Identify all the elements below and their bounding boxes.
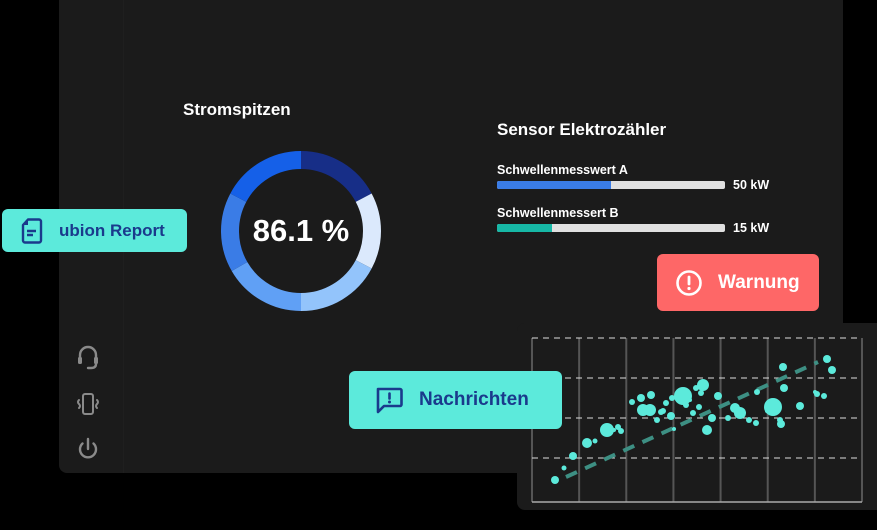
messages-button[interactable]: Nachrichten [349, 371, 562, 429]
vibrate-phone-icon[interactable] [74, 390, 102, 418]
donut-ring [221, 151, 381, 311]
scatter-chart-panel [517, 323, 877, 510]
bar-b-label: Schwellenmessert B [497, 206, 619, 220]
warning-button[interactable]: Warnung [657, 254, 819, 311]
alert-circle-icon [676, 269, 702, 296]
bar-a-label: Schwellenmesswert A [497, 163, 628, 177]
power-icon[interactable] [74, 435, 102, 463]
headset-icon[interactable] [74, 343, 102, 371]
bar-b-track [497, 224, 725, 232]
sensor-title: Sensor Elektrozähler [497, 120, 667, 139]
bar-a-track [497, 181, 725, 189]
document-icon [21, 217, 43, 244]
ubion-report-button[interactable]: ubion Report [2, 209, 187, 252]
stromspitzen-title: Stromspitzen [183, 100, 291, 119]
bar-a-fill [497, 181, 611, 189]
scatter-chart [531, 337, 863, 503]
donut-chart: 86.1 % [220, 150, 382, 312]
message-alert-icon [376, 387, 403, 414]
warning-label: Warnung [718, 271, 800, 293]
messages-label: Nachrichten [419, 389, 529, 410]
bar-b-value: 15 kW [733, 221, 770, 235]
bar-a-value: 50 kW [733, 178, 770, 192]
donut-value: 86.1 % [252, 213, 350, 248]
bar-b-fill [497, 224, 552, 232]
ubion-report-label: ubion Report [59, 220, 165, 240]
